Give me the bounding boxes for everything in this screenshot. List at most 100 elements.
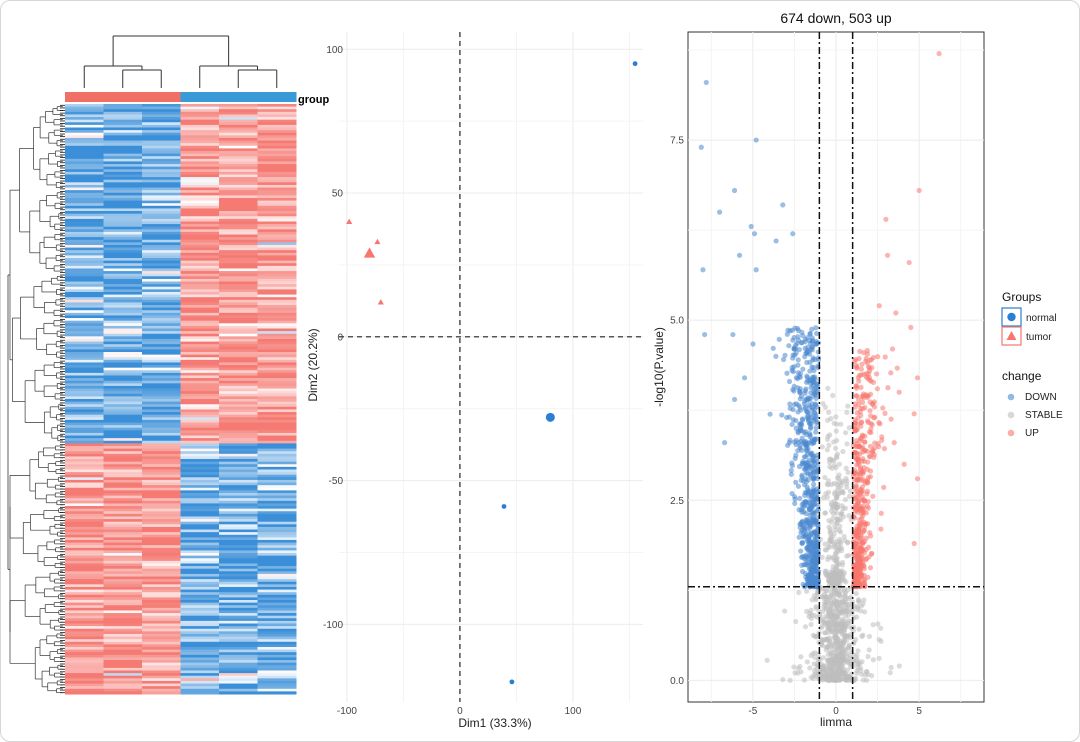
heatmap-cell bbox=[103, 683, 143, 687]
heatmap-cell bbox=[257, 122, 297, 126]
heatmap-cell bbox=[219, 626, 258, 630]
heatmap-cell bbox=[142, 464, 181, 468]
heatmap-cell bbox=[219, 613, 258, 617]
heatmap-cell bbox=[142, 302, 181, 306]
heatmap-cell bbox=[219, 409, 258, 413]
heatmap-cell bbox=[65, 516, 104, 520]
pca-point-tumor bbox=[346, 218, 353, 225]
heatmap-cell bbox=[142, 584, 181, 588]
heatmap-cell bbox=[257, 156, 297, 160]
legend-change-stable-label: STABLE bbox=[1025, 410, 1063, 421]
heatmap-cell bbox=[65, 315, 104, 319]
volcano-point-stable bbox=[833, 550, 839, 557]
heatmap-cell bbox=[219, 393, 258, 397]
volcano-point-down bbox=[803, 429, 809, 435]
heatmap-cell bbox=[103, 511, 143, 515]
volcano-point-down bbox=[810, 568, 816, 575]
heatmap-cell bbox=[180, 127, 220, 131]
heatmap-cell bbox=[65, 615, 104, 619]
heatmap-cell bbox=[180, 218, 220, 222]
volcano-point-down bbox=[803, 386, 809, 392]
heatmap-cell bbox=[142, 237, 181, 241]
heatmap-cell bbox=[142, 117, 181, 121]
volcano-point-up bbox=[857, 505, 863, 511]
volcano-point-down bbox=[791, 439, 797, 445]
heatmap-cell bbox=[65, 500, 104, 504]
volcano-point-up bbox=[885, 385, 891, 391]
heatmap-cell bbox=[219, 315, 258, 319]
pca-grid bbox=[339, 32, 643, 702]
volcano-point-down bbox=[750, 341, 756, 347]
heatmap-cell bbox=[180, 117, 220, 121]
heatmap-cell bbox=[103, 461, 143, 465]
heatmap-cell bbox=[142, 383, 181, 387]
heatmap-cell bbox=[65, 234, 104, 238]
volcano-point-up bbox=[850, 539, 857, 546]
heatmap-cell bbox=[219, 461, 258, 465]
volcano-point-up bbox=[869, 550, 875, 556]
volcano-point-stable bbox=[827, 603, 834, 610]
heatmap-cell bbox=[65, 649, 104, 653]
heatmap-cell bbox=[257, 495, 297, 499]
heatmap-cell bbox=[180, 555, 220, 559]
volcano-point-up bbox=[852, 495, 858, 502]
heatmap-cell bbox=[257, 472, 297, 476]
heatmap-cell bbox=[180, 114, 220, 118]
heatmap-cell bbox=[103, 393, 143, 397]
group-bar-cell-normal bbox=[180, 92, 220, 102]
heatmap-cell bbox=[65, 344, 104, 348]
volcano-point-stable bbox=[860, 601, 866, 607]
heatmap-cell bbox=[219, 579, 258, 583]
heatmap-cell bbox=[180, 479, 220, 484]
heatmap-cell bbox=[65, 336, 104, 340]
heatmap-cell bbox=[142, 592, 181, 596]
heatmap-cell bbox=[219, 213, 258, 217]
heatmap-cell bbox=[103, 550, 143, 554]
heatmap-cell bbox=[103, 318, 143, 322]
volcano-point-up bbox=[882, 354, 888, 360]
heatmap-cell bbox=[65, 200, 104, 204]
heatmap-cell bbox=[142, 660, 181, 664]
heatmap-cell bbox=[257, 184, 297, 189]
heatmap-cell bbox=[180, 135, 220, 139]
heatmap-cell bbox=[65, 438, 104, 442]
volcano-point-down bbox=[791, 364, 797, 370]
heatmap-cell bbox=[103, 600, 143, 604]
heatmap-cell bbox=[257, 566, 297, 570]
heatmap-cell bbox=[65, 205, 104, 209]
heatmap-cell bbox=[257, 205, 297, 209]
legend-symbol-normal bbox=[1007, 312, 1016, 322]
heatmap-cell bbox=[142, 430, 181, 434]
volcano-point-stable bbox=[824, 644, 830, 650]
heatmap-cell bbox=[257, 263, 297, 267]
heatmap-cell bbox=[180, 338, 220, 343]
volcano-point-stable bbox=[831, 462, 837, 468]
heatmap-cell bbox=[219, 573, 258, 578]
heatmap-cell bbox=[142, 529, 181, 533]
heatmap-cell bbox=[180, 492, 220, 497]
heatmap-cell bbox=[103, 145, 143, 149]
heatmap-cell bbox=[257, 213, 297, 217]
heatmap-cell bbox=[219, 278, 258, 283]
heatmap-cell bbox=[103, 346, 143, 350]
heatmap-cell bbox=[65, 524, 104, 528]
pca-centroid-tumor bbox=[363, 247, 376, 258]
volcano-point-stable bbox=[828, 534, 834, 541]
heatmap-cell bbox=[103, 171, 143, 175]
heatmap-cell bbox=[103, 252, 143, 256]
volcano-point-stable bbox=[865, 653, 871, 660]
heatmap-cell bbox=[180, 378, 220, 382]
volcano-point-stable bbox=[835, 562, 841, 568]
volcano-point-down bbox=[798, 548, 804, 554]
heatmap-cell bbox=[257, 563, 297, 567]
heatmap-cell bbox=[180, 636, 220, 640]
volcano-point-stable bbox=[840, 505, 846, 512]
volcano-point-down bbox=[810, 530, 816, 536]
heatmap-cell bbox=[180, 563, 220, 567]
volcano-point-down bbox=[812, 436, 818, 442]
heatmap-cell bbox=[257, 286, 297, 290]
heatmap-cell bbox=[142, 597, 181, 601]
heatmap-cell bbox=[219, 503, 258, 507]
heatmap-cell bbox=[142, 305, 181, 309]
heatmap-cell bbox=[142, 331, 181, 335]
